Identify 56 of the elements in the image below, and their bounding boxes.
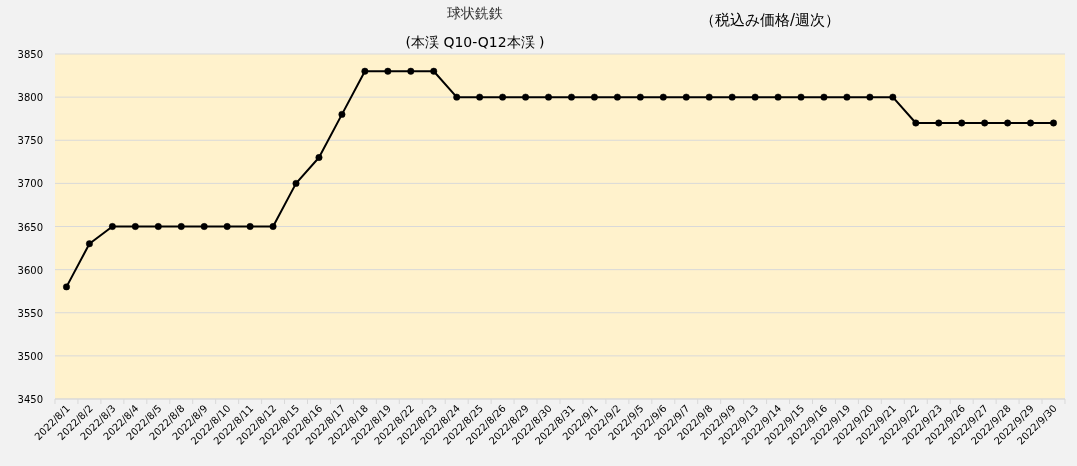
point <box>912 119 920 127</box>
point <box>384 67 392 75</box>
point <box>728 93 736 101</box>
point <box>338 110 346 118</box>
point <box>154 223 162 230</box>
y-tick-label: 3550 <box>17 307 43 319</box>
point <box>1050 119 1057 127</box>
point <box>522 93 530 101</box>
point <box>843 93 851 101</box>
point <box>613 93 621 101</box>
point <box>981 119 989 127</box>
point <box>889 93 897 101</box>
point <box>1027 119 1035 127</box>
point <box>636 93 644 101</box>
point <box>705 93 713 101</box>
point <box>958 119 966 127</box>
point <box>797 93 805 101</box>
point <box>131 223 139 230</box>
point <box>85 240 93 248</box>
point <box>659 93 667 101</box>
point <box>269 223 277 230</box>
chart-subtitle: (本渓 Q10-Q12本渓 ) <box>405 34 545 50</box>
point <box>545 93 552 101</box>
y-tick-label: 3650 <box>17 221 43 233</box>
point <box>1004 119 1012 127</box>
point <box>63 283 70 291</box>
point <box>590 93 598 101</box>
point <box>361 67 369 75</box>
point <box>177 223 185 230</box>
point <box>866 93 874 101</box>
y-tick-label: 3450 <box>17 394 43 405</box>
point <box>820 93 828 101</box>
y-tick-label: 3600 <box>17 264 43 276</box>
point <box>568 93 575 101</box>
chart-title: 球状銑鉄 <box>447 5 503 21</box>
point <box>315 154 323 161</box>
point <box>108 223 116 230</box>
y-tick-label: 3850 <box>17 49 43 60</box>
point <box>751 93 759 101</box>
point <box>499 93 507 101</box>
point <box>774 93 782 101</box>
point <box>223 223 231 230</box>
point <box>453 93 461 101</box>
point <box>430 67 438 75</box>
y-tick-label: 3500 <box>17 350 43 362</box>
y-tick-label: 3700 <box>17 178 43 190</box>
point <box>935 119 943 127</box>
point <box>200 223 208 230</box>
y-tick-label: 3800 <box>17 92 43 104</box>
y-tick-label: 3750 <box>17 135 43 147</box>
point <box>292 179 300 187</box>
point <box>476 93 484 101</box>
point <box>246 223 254 230</box>
text: （税込み価格/週次） <box>699 11 841 29</box>
point <box>407 67 415 75</box>
point <box>682 93 690 101</box>
